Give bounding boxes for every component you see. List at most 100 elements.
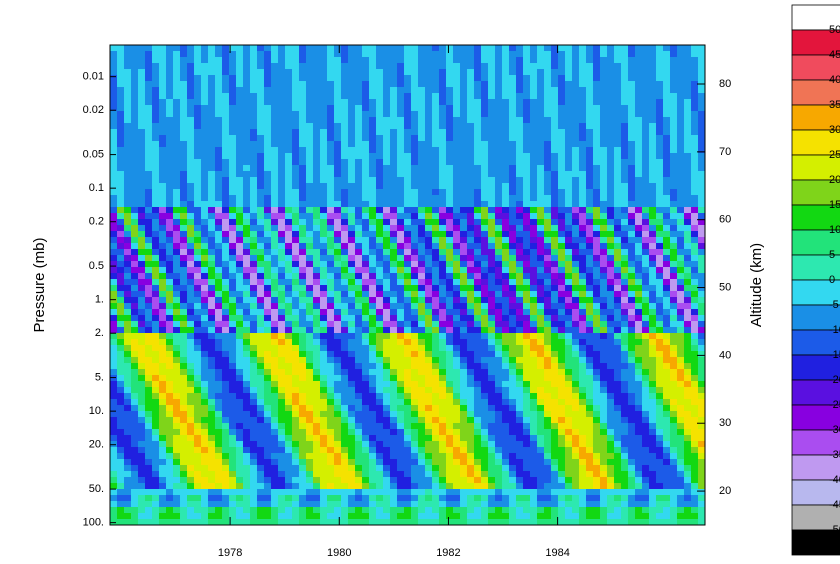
field-cell [299, 351, 306, 357]
field-cell [110, 327, 117, 333]
field-cell [271, 273, 278, 279]
field-cell [397, 483, 404, 489]
field-cell [523, 231, 530, 237]
field-cell [194, 387, 201, 393]
field-cell [299, 117, 306, 123]
field-cell [390, 285, 397, 291]
field-cell [453, 495, 460, 501]
field-cell [453, 243, 460, 249]
field-cell [509, 165, 516, 171]
field-cell [523, 513, 530, 519]
field-cell [152, 87, 159, 93]
field-cell [369, 99, 376, 105]
field-cell [488, 351, 495, 357]
field-cell [180, 309, 187, 315]
field-cell [376, 333, 383, 339]
field-cell [292, 213, 299, 219]
field-cell [453, 225, 460, 231]
field-cell [488, 93, 495, 99]
field-cell [180, 357, 187, 363]
field-cell [327, 93, 334, 99]
field-cell [530, 369, 537, 375]
field-cell [467, 501, 474, 507]
field-cell [271, 465, 278, 471]
field-cell [362, 63, 369, 69]
field-cell [271, 519, 278, 525]
field-cell [152, 51, 159, 57]
field-cell [488, 333, 495, 339]
field-cell [320, 189, 327, 195]
field-cell [124, 153, 131, 159]
field-cell [488, 441, 495, 447]
field-cell [208, 333, 215, 339]
field-cell [124, 105, 131, 111]
field-cell [173, 303, 180, 309]
field-cell [488, 63, 495, 69]
field-cell [453, 183, 460, 189]
field-cell [509, 465, 516, 471]
field-cell [418, 213, 425, 219]
field-cell [390, 471, 397, 477]
field-cell [474, 393, 481, 399]
field-cell [278, 225, 285, 231]
field-cell [257, 507, 264, 513]
field-cell [166, 447, 173, 453]
field-cell [222, 57, 229, 63]
field-cell [285, 93, 292, 99]
field-cell [383, 267, 390, 273]
field-cell [488, 447, 495, 453]
field-cell [299, 327, 306, 333]
field-cell [173, 147, 180, 153]
field-cell [117, 477, 124, 483]
field-cell [453, 141, 460, 147]
field-cell [355, 303, 362, 309]
field-cell [124, 513, 131, 519]
field-cell [131, 507, 138, 513]
field-cell [131, 501, 138, 507]
field-cell [138, 369, 145, 375]
field-cell [523, 441, 530, 447]
field-cell [425, 51, 432, 57]
field-cell [215, 195, 222, 201]
field-cell [257, 243, 264, 249]
field-cell [117, 213, 124, 219]
field-cell [488, 363, 495, 369]
field-cell [453, 465, 460, 471]
field-cell [124, 201, 131, 207]
field-cell [362, 183, 369, 189]
field-cell [502, 333, 509, 339]
field-cell [152, 315, 159, 321]
field-cell [278, 123, 285, 129]
field-cell [334, 417, 341, 423]
field-cell [187, 273, 194, 279]
field-cell [530, 471, 537, 477]
field-cell [194, 417, 201, 423]
field-cell [446, 279, 453, 285]
field-cell [180, 213, 187, 219]
field-cell [292, 471, 299, 477]
field-cell [495, 105, 502, 111]
field-cell [362, 165, 369, 171]
field-cell [355, 147, 362, 153]
field-cell [439, 279, 446, 285]
field-cell [334, 315, 341, 321]
field-cell [334, 351, 341, 357]
field-cell [488, 255, 495, 261]
field-cell [467, 375, 474, 381]
field-cell [488, 411, 495, 417]
field-cell [411, 243, 418, 249]
field-cell [348, 357, 355, 363]
field-cell [313, 303, 320, 309]
field-cell [145, 273, 152, 279]
field-cell [117, 459, 124, 465]
field-cell [481, 219, 488, 225]
field-cell [222, 495, 229, 501]
field-cell [495, 189, 502, 195]
field-cell [509, 177, 516, 183]
field-cell [264, 309, 271, 315]
field-cell [124, 93, 131, 99]
field-cell [523, 189, 530, 195]
field-cell [460, 345, 467, 351]
field-cell [117, 99, 124, 105]
field-cell [348, 447, 355, 453]
